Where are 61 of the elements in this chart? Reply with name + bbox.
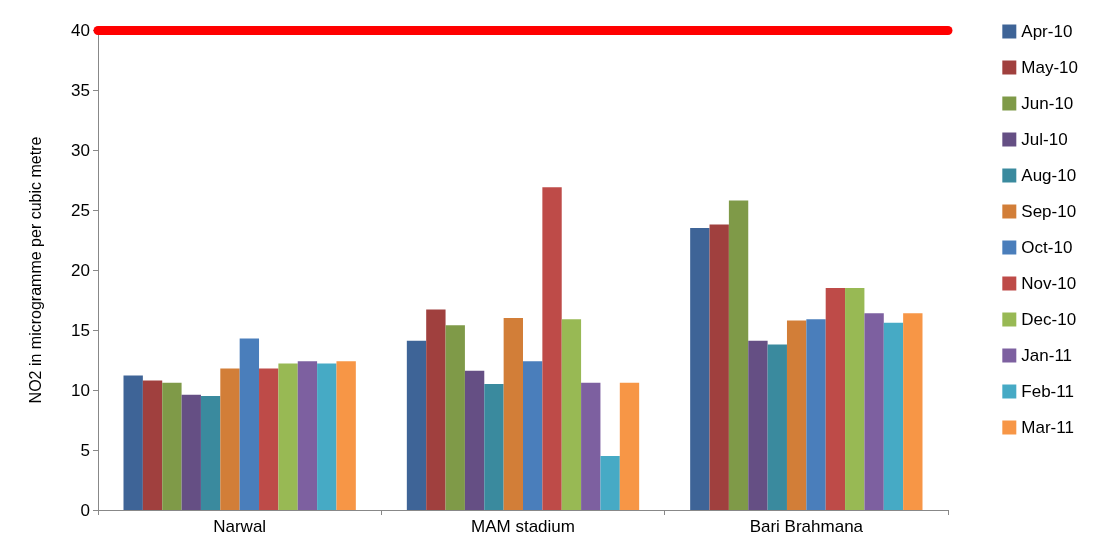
bar [503,318,523,510]
bar [406,340,427,510]
bar [123,375,143,510]
y-tick-label: 5 [80,440,90,460]
legend-label: May-10 [1021,58,1078,77]
y-tick-label: 10 [71,380,90,400]
bar [619,382,640,510]
y-tick-label: 35 [71,80,90,100]
y-tick-label: 0 [80,500,90,520]
legend-label: Mar-11 [1021,418,1074,437]
bar [581,382,601,510]
bar [426,309,446,510]
y-tick-label: 30 [71,140,90,160]
bar [278,363,298,510]
bar [484,384,504,510]
bar [883,322,904,510]
legend-label: Apr-10 [1021,22,1073,41]
bar [445,325,465,510]
x-tick-label: Bari Brahmana [749,517,864,536]
legend-label: Jun-10 [1021,94,1074,113]
legend-label: Jan-11 [1021,346,1073,365]
bar [542,187,562,510]
legend-label: Dec-10 [1021,310,1077,329]
bar [464,370,485,510]
legend-label: Nov-10 [1021,274,1077,293]
bar [181,394,201,510]
legend-label: Oct-10 [1021,238,1073,257]
bar [162,382,182,510]
bar [903,313,923,510]
bar [317,363,337,510]
y-tick-label: 20 [71,260,90,280]
bar [239,338,260,510]
legend-label: Aug-10 [1021,166,1077,185]
bar [709,224,729,510]
bar [142,380,163,510]
bar [297,361,318,510]
bar [825,288,846,510]
bar [806,319,826,510]
bar [786,320,807,510]
bar [259,368,279,510]
bar [561,319,582,510]
x-tick-label: Narwal [213,517,267,536]
legend-label: Sep-10 [1021,202,1077,221]
bar [690,228,710,510]
x-tick-label: MAM stadium [471,517,575,536]
bar [336,361,356,510]
bar [200,396,221,510]
bar [728,200,749,510]
y-axis-title: NO2 in microgramme per cubic metre [26,136,44,404]
legend-label: Feb-11 [1021,382,1074,401]
bar [220,368,240,510]
y-tick-label: 25 [71,200,90,220]
bar [748,340,768,510]
bar [845,288,865,510]
bar [600,456,620,510]
legend-label: Jul-10 [1021,130,1068,149]
y-tick-label: 15 [71,320,90,340]
y-tick-label: 40 [71,20,90,40]
bar [767,344,787,510]
bar [864,313,884,510]
bar [523,361,543,510]
